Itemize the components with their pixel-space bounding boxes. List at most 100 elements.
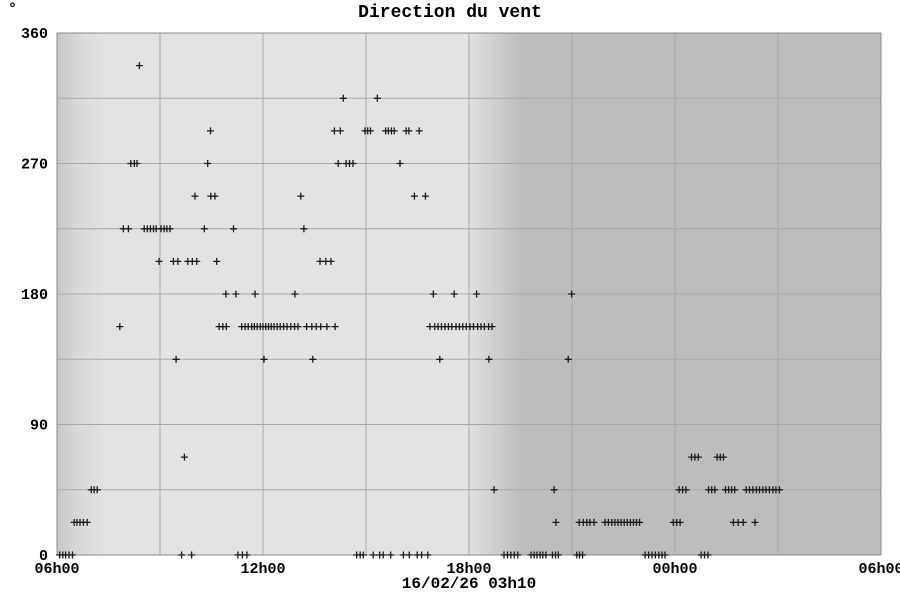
data-point — [636, 518, 644, 526]
data-point — [222, 323, 230, 331]
data-point — [323, 323, 331, 331]
data-point — [542, 551, 550, 559]
data-point — [180, 453, 188, 461]
data-point — [83, 518, 91, 526]
data-point — [213, 257, 221, 265]
data-point — [166, 225, 174, 233]
y-tick-label: 0 — [39, 548, 48, 565]
data-point — [405, 127, 413, 135]
y-tick-label: 270 — [21, 157, 48, 174]
data-point — [191, 192, 199, 200]
data-point — [751, 518, 759, 526]
data-point — [421, 192, 429, 200]
data-point — [116, 323, 124, 331]
data-point — [424, 551, 432, 559]
data-point — [682, 486, 690, 494]
data-point — [399, 551, 407, 559]
data-point — [155, 257, 163, 265]
data-point — [473, 290, 481, 298]
x-tick-label: 06h00 — [858, 561, 900, 578]
data-point — [390, 127, 398, 135]
data-point — [436, 355, 444, 363]
data-point — [294, 323, 302, 331]
data-point — [568, 290, 576, 298]
data-point — [336, 127, 344, 135]
data-point — [405, 551, 413, 559]
data-point — [211, 192, 219, 200]
data-point — [174, 257, 182, 265]
data-point — [200, 225, 208, 233]
data-point — [330, 127, 338, 135]
y-tick-label: 180 — [21, 287, 48, 304]
data-point — [590, 518, 598, 526]
data-point — [359, 551, 367, 559]
y-tick-label: 360 — [21, 26, 48, 43]
plot-frame — [56, 32, 882, 556]
x-tick-label: 00h00 — [652, 561, 697, 578]
data-point — [661, 551, 669, 559]
data-point — [387, 551, 395, 559]
data-point — [133, 160, 141, 167]
data-point — [694, 453, 702, 461]
data-point — [396, 160, 404, 167]
data-point — [410, 192, 418, 200]
data-point — [334, 160, 342, 167]
data-point — [711, 486, 719, 494]
data-point — [69, 551, 76, 559]
data-point — [731, 486, 739, 494]
data-point — [369, 551, 377, 559]
data-point — [367, 127, 374, 135]
data-point — [297, 192, 305, 200]
data-point — [488, 323, 496, 331]
x-tick-label: 18h00 — [446, 561, 491, 578]
data-point — [300, 225, 308, 233]
data-point — [172, 355, 180, 363]
x-tick-label: 12h00 — [240, 561, 285, 578]
data-point — [579, 551, 587, 559]
x-tick-label: 06h00 — [34, 561, 79, 578]
y-axis-unit-label: ° — [8, 1, 18, 18]
data-point — [204, 160, 212, 167]
data-point — [309, 355, 317, 363]
data-point — [379, 551, 387, 559]
data-point — [317, 323, 325, 331]
data-point — [373, 94, 381, 102]
data-point — [349, 160, 357, 167]
data-point — [719, 453, 727, 461]
data-point — [550, 486, 558, 494]
data-point — [291, 290, 299, 298]
data-point — [676, 518, 684, 526]
data-point — [514, 551, 522, 559]
data-point — [222, 290, 230, 298]
data-point — [704, 551, 712, 559]
data-point — [230, 225, 237, 233]
data-point — [93, 486, 101, 494]
data-point — [554, 551, 562, 559]
x-axis-date-label: 16/02/26 03h10 — [401, 575, 537, 593]
data-point — [552, 518, 560, 526]
data-point — [124, 225, 132, 233]
data-point — [450, 290, 458, 298]
data-point — [178, 551, 186, 559]
data-point — [260, 355, 268, 363]
data-point — [243, 551, 251, 559]
data-point — [415, 127, 423, 135]
data-point — [490, 486, 498, 494]
y-tick-label: 90 — [30, 418, 48, 435]
data-point — [135, 62, 143, 70]
data-point — [418, 551, 426, 559]
data-point — [564, 355, 572, 363]
data-point — [188, 551, 196, 559]
data-point — [207, 127, 214, 135]
data-point — [429, 290, 437, 298]
data-point — [775, 486, 783, 494]
data-point — [331, 323, 339, 331]
chart-title: Direction du vent — [358, 3, 542, 23]
data-point — [485, 355, 493, 363]
data-point — [339, 94, 347, 102]
data-point — [327, 257, 335, 265]
data-point — [232, 290, 240, 298]
data-point — [193, 257, 201, 265]
